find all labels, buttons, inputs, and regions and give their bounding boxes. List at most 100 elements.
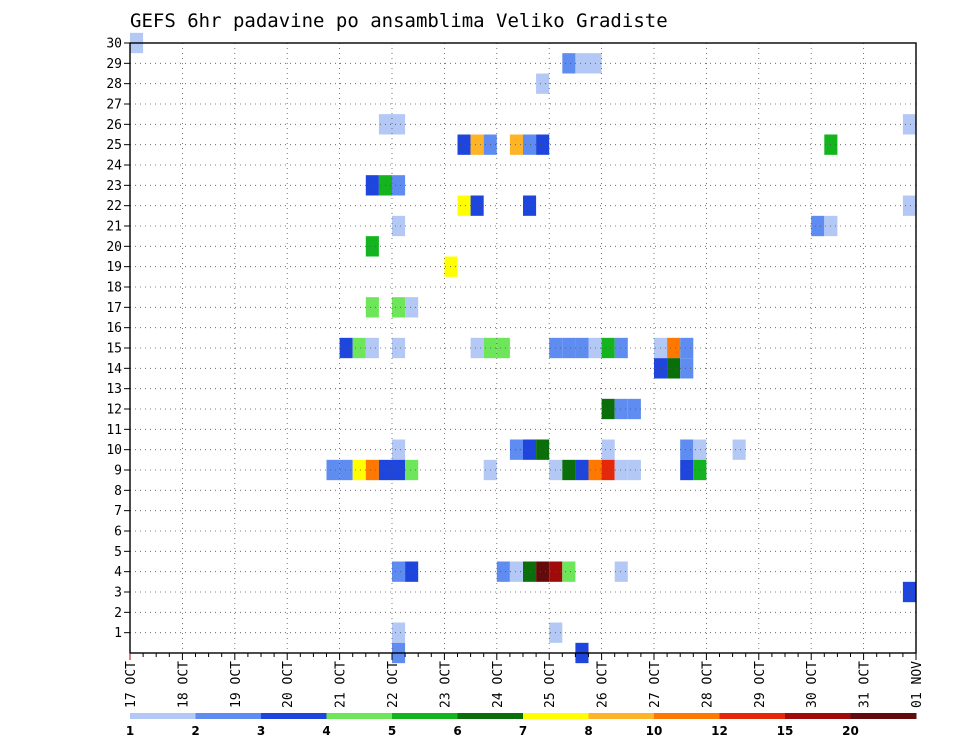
y-tick-label: 28 (106, 77, 122, 92)
y-tick-label: 14 (106, 362, 122, 377)
precip-cell (575, 53, 589, 74)
precip-cell (902, 114, 916, 135)
precip-cell (392, 114, 406, 135)
precip-cell (523, 439, 537, 460)
y-tick-label: 13 (106, 382, 122, 397)
precip-cell (811, 215, 825, 237)
precip-cell (392, 337, 406, 359)
precip-cell (536, 561, 550, 582)
precip-cell (523, 195, 537, 216)
legend-swatch (785, 713, 851, 719)
legend-label: 4 (322, 724, 330, 738)
x-tick-label: 20 OCT (281, 661, 296, 708)
precip-cell (392, 175, 406, 196)
precip-cell (667, 358, 681, 379)
y-tick-label: 9 (114, 464, 122, 479)
precip-cell (680, 358, 694, 379)
precip-cell (562, 561, 576, 582)
y-tick-label: 18 (106, 281, 122, 296)
y-tick-label: 11 (106, 423, 122, 438)
precip-cell (562, 53, 576, 74)
x-tick-label: 17 OCT (124, 661, 139, 708)
chart-title: GEFS 6hr padavine po ansamblima Veliko G… (130, 10, 668, 32)
precip-cell (470, 195, 484, 216)
precip-cell (457, 195, 471, 216)
x-tick-label: 24 OCT (491, 661, 506, 708)
precip-cell (601, 337, 615, 359)
precip-cell (352, 337, 366, 359)
precip-cell (523, 561, 537, 582)
legend-swatch (588, 713, 655, 719)
precip-cell (601, 459, 615, 481)
legend-swatch (457, 713, 524, 719)
y-tick-label: 12 (106, 403, 122, 418)
y-tick-label: 8 (114, 484, 122, 499)
y-tick-label: 2 (114, 606, 122, 621)
precip-cell (352, 459, 366, 481)
y-tick-label: 15 (106, 342, 122, 357)
precip-cell (575, 337, 589, 359)
precip-cell (575, 459, 589, 481)
legend-swatch (195, 713, 262, 719)
y-tick-label: 1 (114, 626, 122, 641)
legend-label: 8 (584, 724, 592, 738)
legend-label: 15 (777, 724, 794, 738)
x-tick-label: 25 OCT (543, 661, 558, 708)
precip-cell (680, 337, 694, 359)
legend-swatch (261, 713, 327, 719)
legend-label: 7 (519, 724, 527, 738)
x-axis: 17 OCT 18 OCT 19 OCT 20 OCT 21 OCT 22 OCT 23 O… (124, 653, 925, 708)
y-tick-label: 21 (106, 220, 122, 235)
legend-swatch (850, 713, 917, 719)
precip-cell (509, 439, 523, 460)
y-tick-label: 4 (114, 565, 122, 580)
legend-label: 20 (842, 724, 859, 738)
precip-cell (392, 459, 406, 481)
precip-cell (496, 561, 510, 582)
legend-swatch (326, 713, 393, 719)
x-tick-label: 23 OCT (438, 661, 453, 708)
precip-cell (392, 622, 406, 643)
precip-cell (392, 297, 406, 318)
x-tick-label: 26 OCT (596, 661, 611, 708)
y-tick-label: 27 (106, 98, 122, 113)
x-tick-label: 29 OCT (753, 661, 768, 708)
precip-cell (902, 581, 916, 603)
precip-cell (509, 134, 523, 155)
precip-cell (614, 561, 628, 582)
legend-label: 5 (388, 724, 396, 738)
precip-cell (470, 134, 484, 155)
x-tick-label: 28 OCT (700, 661, 715, 708)
y-tick-label: 7 (114, 504, 122, 519)
x-tick-label: 19 OCT (229, 661, 244, 708)
y-tick-label: 19 (106, 260, 122, 275)
legend-swatch (719, 713, 786, 719)
precip-cell (392, 215, 406, 237)
precip-cell (902, 195, 916, 216)
x-tick-label: 31 OCT (858, 661, 873, 708)
precip-cell (523, 134, 537, 155)
precip-cell (405, 459, 419, 481)
y-tick-label: 5 (114, 545, 122, 560)
y-tick-label: 16 (106, 321, 122, 336)
precip-cell (680, 439, 694, 460)
legend-swatch (654, 713, 720, 719)
legend-swatch (392, 713, 458, 719)
precip-cell (326, 459, 340, 481)
precip-cell (601, 398, 615, 420)
precip-cell (365, 459, 379, 481)
x-tick-label: 30 OCT (805, 661, 820, 708)
y-tick-label: 20 (106, 240, 122, 255)
precip-cell (365, 337, 379, 359)
y-tick-label: 23 (106, 179, 122, 194)
legend-label: 2 (191, 724, 199, 738)
precip-cell (509, 561, 523, 582)
precip-cell (693, 439, 707, 460)
precip-cell (732, 439, 746, 460)
y-tick-label: 6 (114, 525, 122, 540)
precipitation-cells (130, 32, 916, 664)
x-tick-label: 22 OCT (386, 661, 401, 708)
precip-cell (627, 398, 641, 420)
x-tick-label: 18 OCT (176, 661, 191, 708)
x-tick-label: 21 OCT (334, 661, 349, 708)
